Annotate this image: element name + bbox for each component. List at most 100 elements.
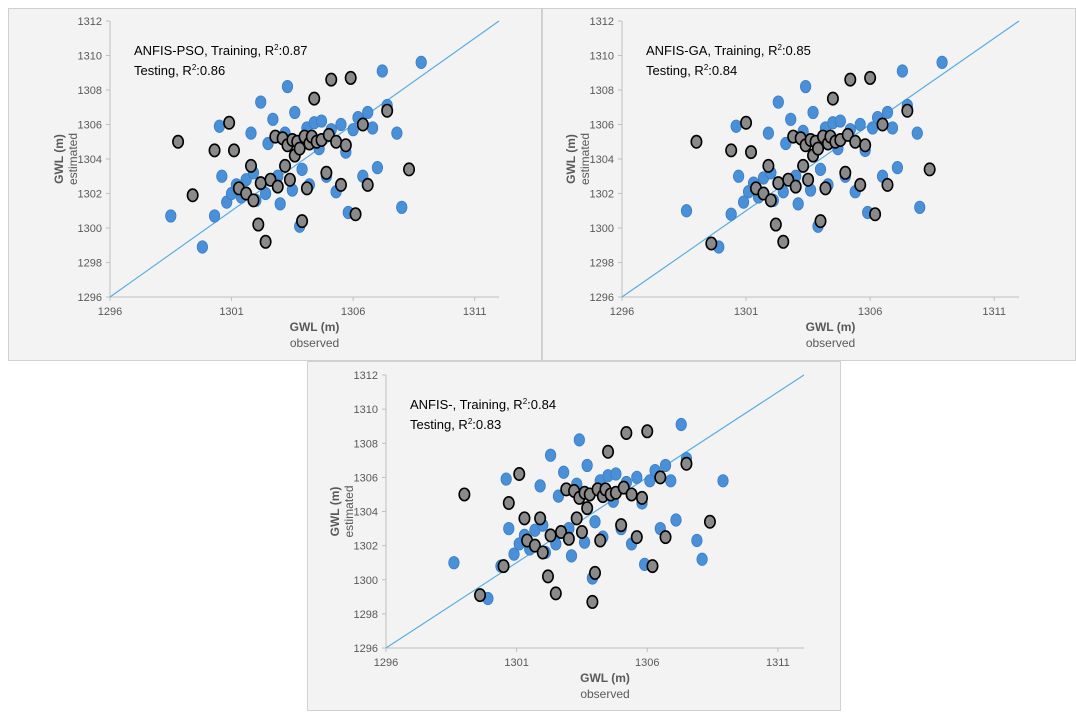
testing-point <box>923 162 936 177</box>
x-tick-label: 1301 <box>504 657 528 669</box>
training-point <box>834 114 846 128</box>
x-axis-label: GWL (m) <box>290 320 340 334</box>
training-point <box>814 162 827 176</box>
y-axis-sublabel: estimated <box>578 133 592 185</box>
training-point <box>415 55 427 70</box>
testing-point <box>502 495 515 510</box>
x-tick-label: 1306 <box>635 657 659 669</box>
training-point <box>792 197 804 211</box>
training-point <box>260 186 272 201</box>
testing-point <box>725 143 738 158</box>
training-point <box>376 64 388 78</box>
testing-point <box>819 181 832 196</box>
y-tick-label: 1298 <box>354 609 378 621</box>
y-tick-label: 1312 <box>590 16 614 28</box>
testing-point <box>528 538 541 553</box>
annotation-line2-value: :0.86 <box>196 63 225 78</box>
annotation-line1-sup: 2 <box>523 397 528 406</box>
annotation-line2-value: :0.84 <box>708 63 737 78</box>
testing-point <box>762 158 775 173</box>
training-point <box>800 79 812 94</box>
training-point <box>500 472 512 486</box>
training-point <box>213 119 226 133</box>
x-axis-label: GWL (m) <box>806 320 856 334</box>
training-point <box>659 458 672 473</box>
annotation-line1-value: :0.87 <box>279 43 308 58</box>
training-point <box>534 479 546 493</box>
testing-point <box>208 143 221 158</box>
one-to-one-line <box>621 20 1020 298</box>
training-point <box>854 117 866 132</box>
y-tick-label: 1312 <box>78 16 102 28</box>
y-tick-label: 1296 <box>354 643 378 655</box>
training-point <box>680 204 693 218</box>
training-point <box>896 64 908 78</box>
testing-point <box>474 588 487 603</box>
annotation-training: ANFIS-GA, Training, R2:0.85 <box>646 43 811 58</box>
training-point <box>717 474 729 488</box>
y-tick-label: 1298 <box>78 258 102 270</box>
training-point <box>267 112 279 126</box>
testing-point <box>797 158 810 173</box>
x-tick-label: 1296 <box>98 306 122 318</box>
y-tick-label: 1312 <box>354 370 378 382</box>
training-point <box>503 521 515 536</box>
y-tick-label: 1306 <box>78 120 102 132</box>
testing-point <box>356 117 369 132</box>
annotation-line2-sup: 2 <box>192 63 197 72</box>
y-tick-label: 1296 <box>78 292 102 304</box>
testing-point <box>802 172 815 187</box>
testing-point <box>555 524 568 539</box>
x-axis-label: GWL (m) <box>580 671 630 685</box>
testing-point <box>186 188 199 203</box>
x-tick-label: 1311 <box>766 657 790 669</box>
training-point <box>347 123 359 137</box>
testing-point <box>300 181 313 196</box>
training-point <box>631 470 643 484</box>
x-tick-label: 1311 <box>982 306 1006 318</box>
testing-point <box>259 234 272 249</box>
x-tick-label: 1301 <box>219 306 243 318</box>
testing-point <box>594 533 607 548</box>
testing-point <box>245 158 258 173</box>
testing-point <box>227 143 240 158</box>
annotation-line1-value: :0.85 <box>782 43 811 58</box>
annotation-line1-sup: 2 <box>274 43 279 52</box>
testing-point <box>549 586 562 601</box>
testing-point <box>772 176 785 191</box>
training-point <box>208 209 221 223</box>
training-point <box>581 458 593 473</box>
testing-point <box>254 176 267 191</box>
testing-point <box>293 141 306 156</box>
training-point <box>558 465 570 479</box>
testing-point <box>534 511 547 526</box>
testing-point <box>876 117 889 132</box>
annotation-line1-prefix: ANFIS-, Training, R <box>410 397 523 412</box>
annotation-line1-sup: 2 <box>777 43 782 52</box>
testing-point <box>814 214 827 229</box>
one-to-one-line <box>109 20 500 298</box>
testing-point <box>812 141 825 156</box>
testing-point <box>172 134 185 149</box>
training-point <box>396 200 408 214</box>
testing-point <box>325 72 338 87</box>
testing-point <box>575 524 588 539</box>
y-axis-sublabel: estimated <box>66 133 80 185</box>
chart-panel-anfis-ga: 1296 1298 1300 1302 1304 1306 1308 1310 1312 1296… <box>542 8 1076 361</box>
y-axis-label: GWL (m) <box>52 134 66 184</box>
testing-point <box>361 177 374 192</box>
y-tick-label: 1304 <box>590 154 614 166</box>
testing-point <box>562 531 575 546</box>
x-axis-sublabel: observed <box>580 687 629 701</box>
testing-point <box>680 456 693 471</box>
testing-point <box>536 545 549 560</box>
training-point <box>508 547 520 561</box>
training-point <box>281 79 294 94</box>
annotation-line1-value: :0.84 <box>527 397 556 412</box>
annotation-training: ANFIS-, Training, R2:0.84 <box>410 397 556 412</box>
y-tick-label: 1310 <box>78 51 102 63</box>
testing-point <box>223 115 236 130</box>
y-tick-label: 1300 <box>590 223 614 235</box>
testing-point <box>252 217 265 232</box>
training-point <box>362 105 374 120</box>
